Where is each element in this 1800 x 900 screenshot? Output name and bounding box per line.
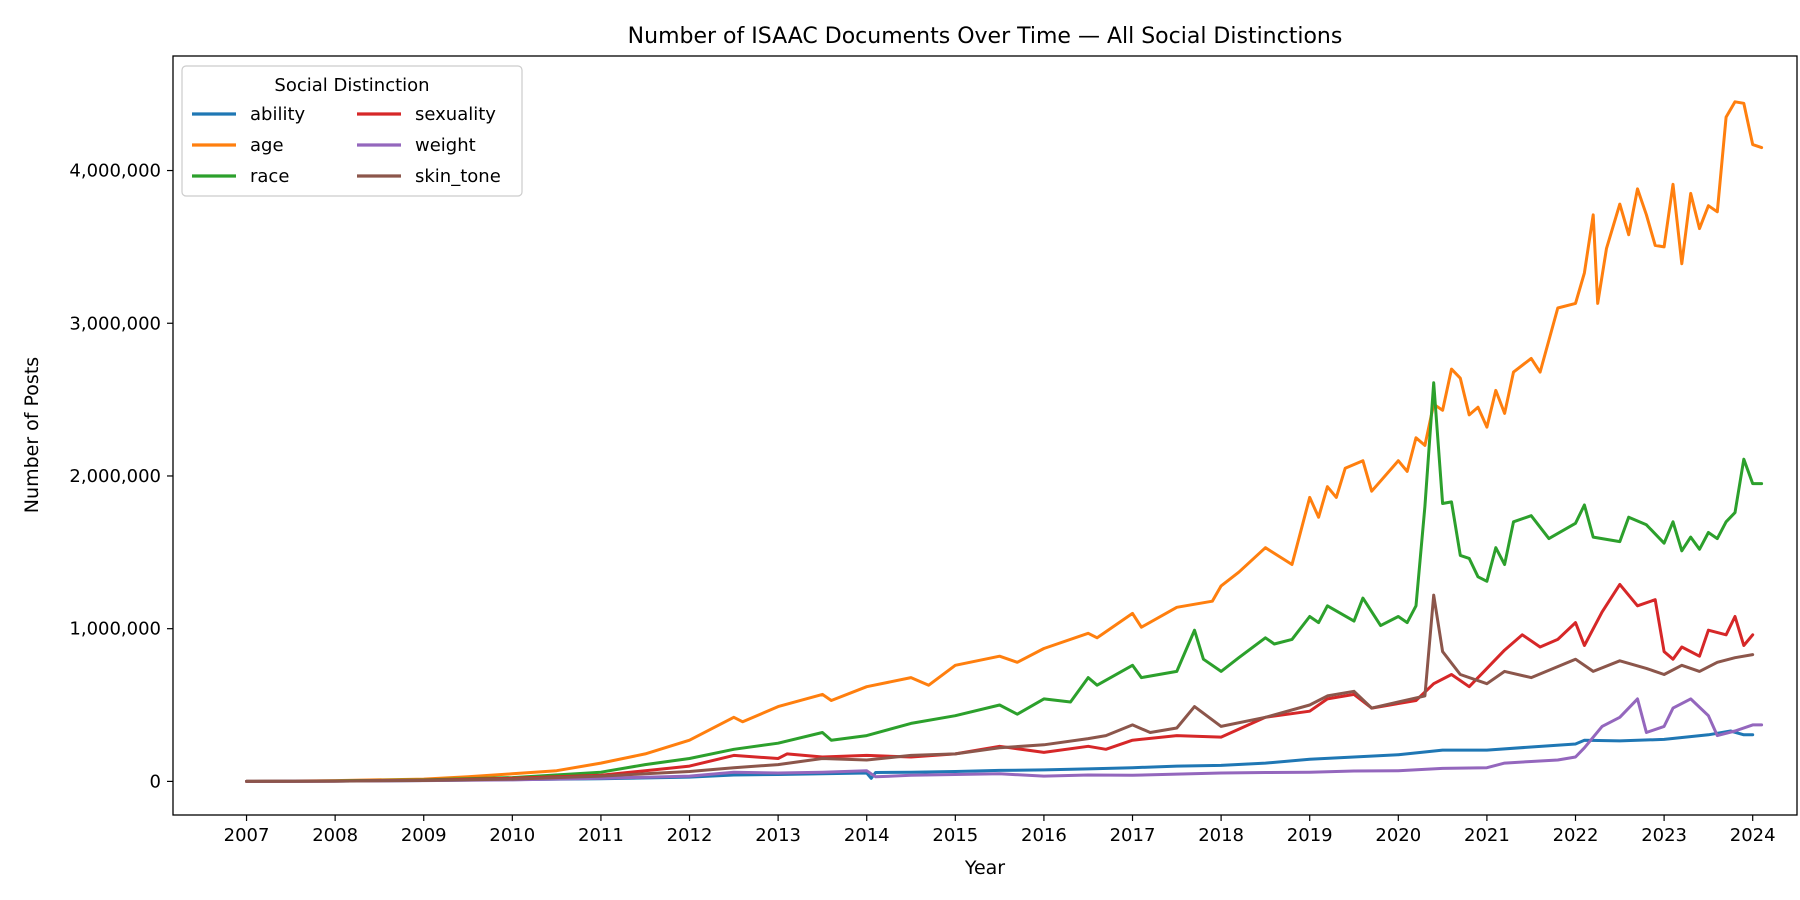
x-tick-label: 2021	[1464, 825, 1510, 846]
x-tick-label: 2020	[1375, 825, 1421, 846]
legend-label: race	[250, 166, 289, 187]
y-axis: 0 1,000,000 2,000,000 3,000,000 4,000,000	[69, 161, 173, 792]
legend-item-ability: ability	[192, 104, 306, 125]
series-line-ability	[245, 729, 1755, 783]
x-tick-label: 2023	[1641, 825, 1687, 846]
legend-label: skin_tone	[415, 166, 501, 187]
legend-item-weight: weight	[357, 135, 476, 156]
x-tick-label: 2019	[1287, 825, 1333, 846]
legend-item-age: age	[192, 135, 284, 156]
x-tick-label: 2024	[1730, 825, 1776, 846]
y-tick-label: 4,000,000	[69, 161, 161, 182]
x-tick-label: 2012	[667, 825, 713, 846]
chart-title: Number of ISAAC Documents Over Time — Al…	[628, 24, 1343, 49]
plot-frame	[172, 55, 1798, 816]
legend-label: age	[250, 135, 284, 156]
legend-label: weight	[415, 135, 476, 156]
x-axis: 2007 2008 2009 2010 2011 2012 2013 2014 2015 2016…	[224, 815, 1776, 846]
y-tick-label: 1,000,000	[69, 619, 161, 640]
series-line-weight	[245, 697, 1764, 783]
x-tick-label: 2009	[401, 825, 447, 846]
x-tick-label: 2013	[755, 825, 801, 846]
plot-area	[172, 55, 1798, 816]
x-tick-label: 2014	[844, 825, 890, 846]
x-axis-label: Year	[964, 857, 1005, 879]
x-tick-label: 2015	[932, 825, 978, 846]
y-tick-label: 2,000,000	[69, 466, 161, 487]
legend: Social Distinction ability age race sexuali…	[181, 65, 523, 197]
y-tick-label: 3,000,000	[69, 313, 161, 334]
series-line-sexuality	[245, 582, 1755, 783]
series-line-age	[245, 100, 1764, 783]
legend-item-race: race	[192, 166, 289, 187]
x-tick-label: 2016	[1021, 825, 1067, 846]
series-line-skin-tone	[245, 593, 1755, 783]
y-tick-label: 0	[150, 771, 161, 792]
x-tick-label: 2017	[1110, 825, 1156, 846]
x-tick-label: 2010	[489, 825, 535, 846]
legend-label: ability	[250, 104, 306, 125]
legend-title: Social Distinction	[274, 75, 429, 96]
x-tick-label: 2022	[1553, 825, 1599, 846]
legend-box	[181, 65, 523, 197]
x-tick-label: 2018	[1198, 825, 1244, 846]
x-tick-label: 2008	[312, 825, 358, 846]
legend-entries: ability age race sexuality weight skin_tone	[192, 104, 501, 187]
series-line-race	[245, 381, 1764, 783]
legend-label: sexuality	[415, 104, 496, 125]
x-tick-label: 2011	[578, 825, 624, 846]
legend-item-skin-tone: skin_tone	[357, 166, 501, 187]
x-tick-label: 2007	[224, 825, 270, 846]
legend-item-sexuality: sexuality	[357, 104, 496, 125]
y-axis-label: Number of Posts	[21, 357, 43, 513]
